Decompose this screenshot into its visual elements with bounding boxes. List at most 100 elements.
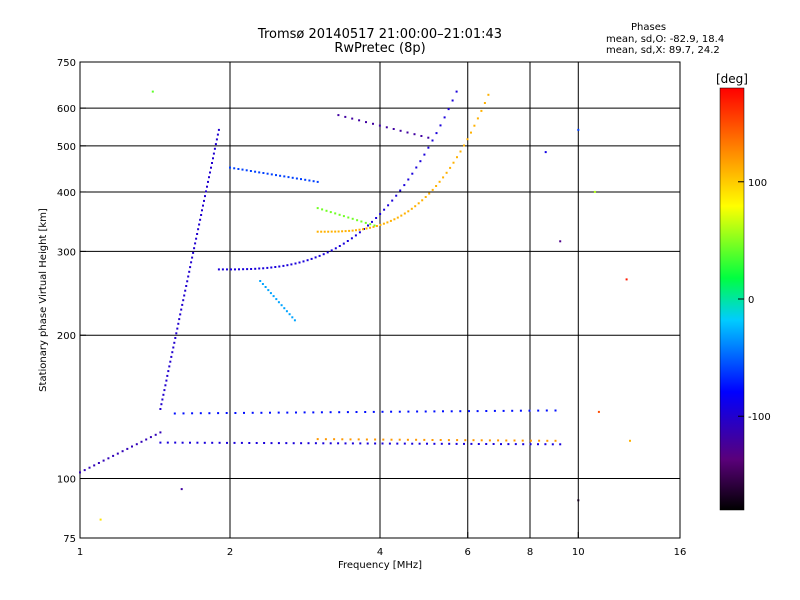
echo-point [306,259,309,262]
echo-point [463,442,465,445]
echo-point [202,204,204,207]
echo-point [177,322,180,325]
echo-point [372,122,374,125]
x-axis-ticks: 1 2 4 6 8 10 16 [77,532,686,558]
phase-stats-x-line: mean, sd,X: 89.7, 24.2 [606,45,720,56]
echo-point [140,440,143,443]
echo-point [300,442,303,445]
echo-point [459,410,462,413]
y-tick-label: 300 [57,247,76,258]
echo-point [159,408,162,410]
echo-point [396,216,399,219]
echo-point [365,121,367,124]
echo-point [483,102,486,104]
echo-point [233,441,236,444]
echo-point [403,442,406,445]
echo-point [251,411,254,414]
echo-point [169,360,172,363]
echo-point [214,143,217,146]
echo-point [314,442,317,445]
echo-point [398,438,401,441]
echo-point [318,254,321,257]
echo-point [362,228,364,231]
echo-point [344,230,347,233]
echo-point [372,410,375,413]
echo-point [459,150,462,153]
echo-point [357,438,360,441]
echo-point [181,441,184,444]
echo-point [149,436,152,439]
echo-point [325,209,328,212]
echo-point [238,268,240,271]
echo-point [329,411,332,414]
echo-point [358,119,361,122]
echo-point [337,230,340,233]
echo-point [269,292,272,295]
echo-point [183,294,186,297]
echo-point [97,462,100,464]
echo-point [245,169,248,172]
echo-point [205,190,207,193]
echo-point [255,442,258,444]
echo-point [291,176,294,179]
echo-point [225,412,228,414]
echo-point [403,184,406,187]
echo-point [196,441,199,444]
echo-point [213,147,216,150]
echo-point [275,298,278,301]
echo-point [102,459,105,462]
echo-point [452,161,455,164]
echo-point [131,445,133,448]
echo-point [625,278,628,281]
echo-point [338,213,341,216]
echo-point [217,268,220,271]
echo-point [424,410,427,413]
echo-point [391,199,394,202]
echo-point [298,261,301,264]
echo-point [291,316,294,319]
echo-point [369,226,371,229]
colorbar-tick-label: 100 [748,178,767,189]
echo-point [161,398,164,401]
echo-point [426,442,428,445]
echo-points [79,90,631,521]
echo-point [410,207,413,210]
echo-point [322,442,325,445]
echo-point [166,441,169,444]
echo-point [164,384,167,387]
echo-point [337,114,340,117]
echo-point [388,442,391,445]
y-axis-ticks: 75 100 200 300 400 500 600 750 [57,58,86,545]
echo-point [468,410,470,413]
echo-point [451,99,454,102]
echo-point [433,410,436,413]
echo-point [234,268,236,271]
echo-point [447,439,450,442]
echo-point [341,230,344,233]
echo-point [470,442,473,445]
echo-point [266,266,269,269]
echo-point [154,433,157,436]
echo-point [629,439,631,442]
echo-point [93,464,96,467]
echo-point [192,251,195,254]
echo-point [381,442,384,445]
echo-point [270,442,273,445]
echo-point [184,289,187,292]
echo-point [250,268,253,270]
echo-point [269,411,271,414]
echo-point [395,194,398,197]
echo-point [420,135,423,137]
echo-point [334,247,337,250]
echo-point [233,167,236,170]
echo-point [83,469,86,472]
echo-point [303,411,306,414]
echo-point [529,439,532,442]
echo-point [379,223,382,226]
echo-point [208,412,211,415]
echo-point [248,442,251,444]
echo-point [261,283,264,285]
grid-lines [80,62,680,538]
echo-point [270,173,273,176]
echo-point [435,132,438,135]
